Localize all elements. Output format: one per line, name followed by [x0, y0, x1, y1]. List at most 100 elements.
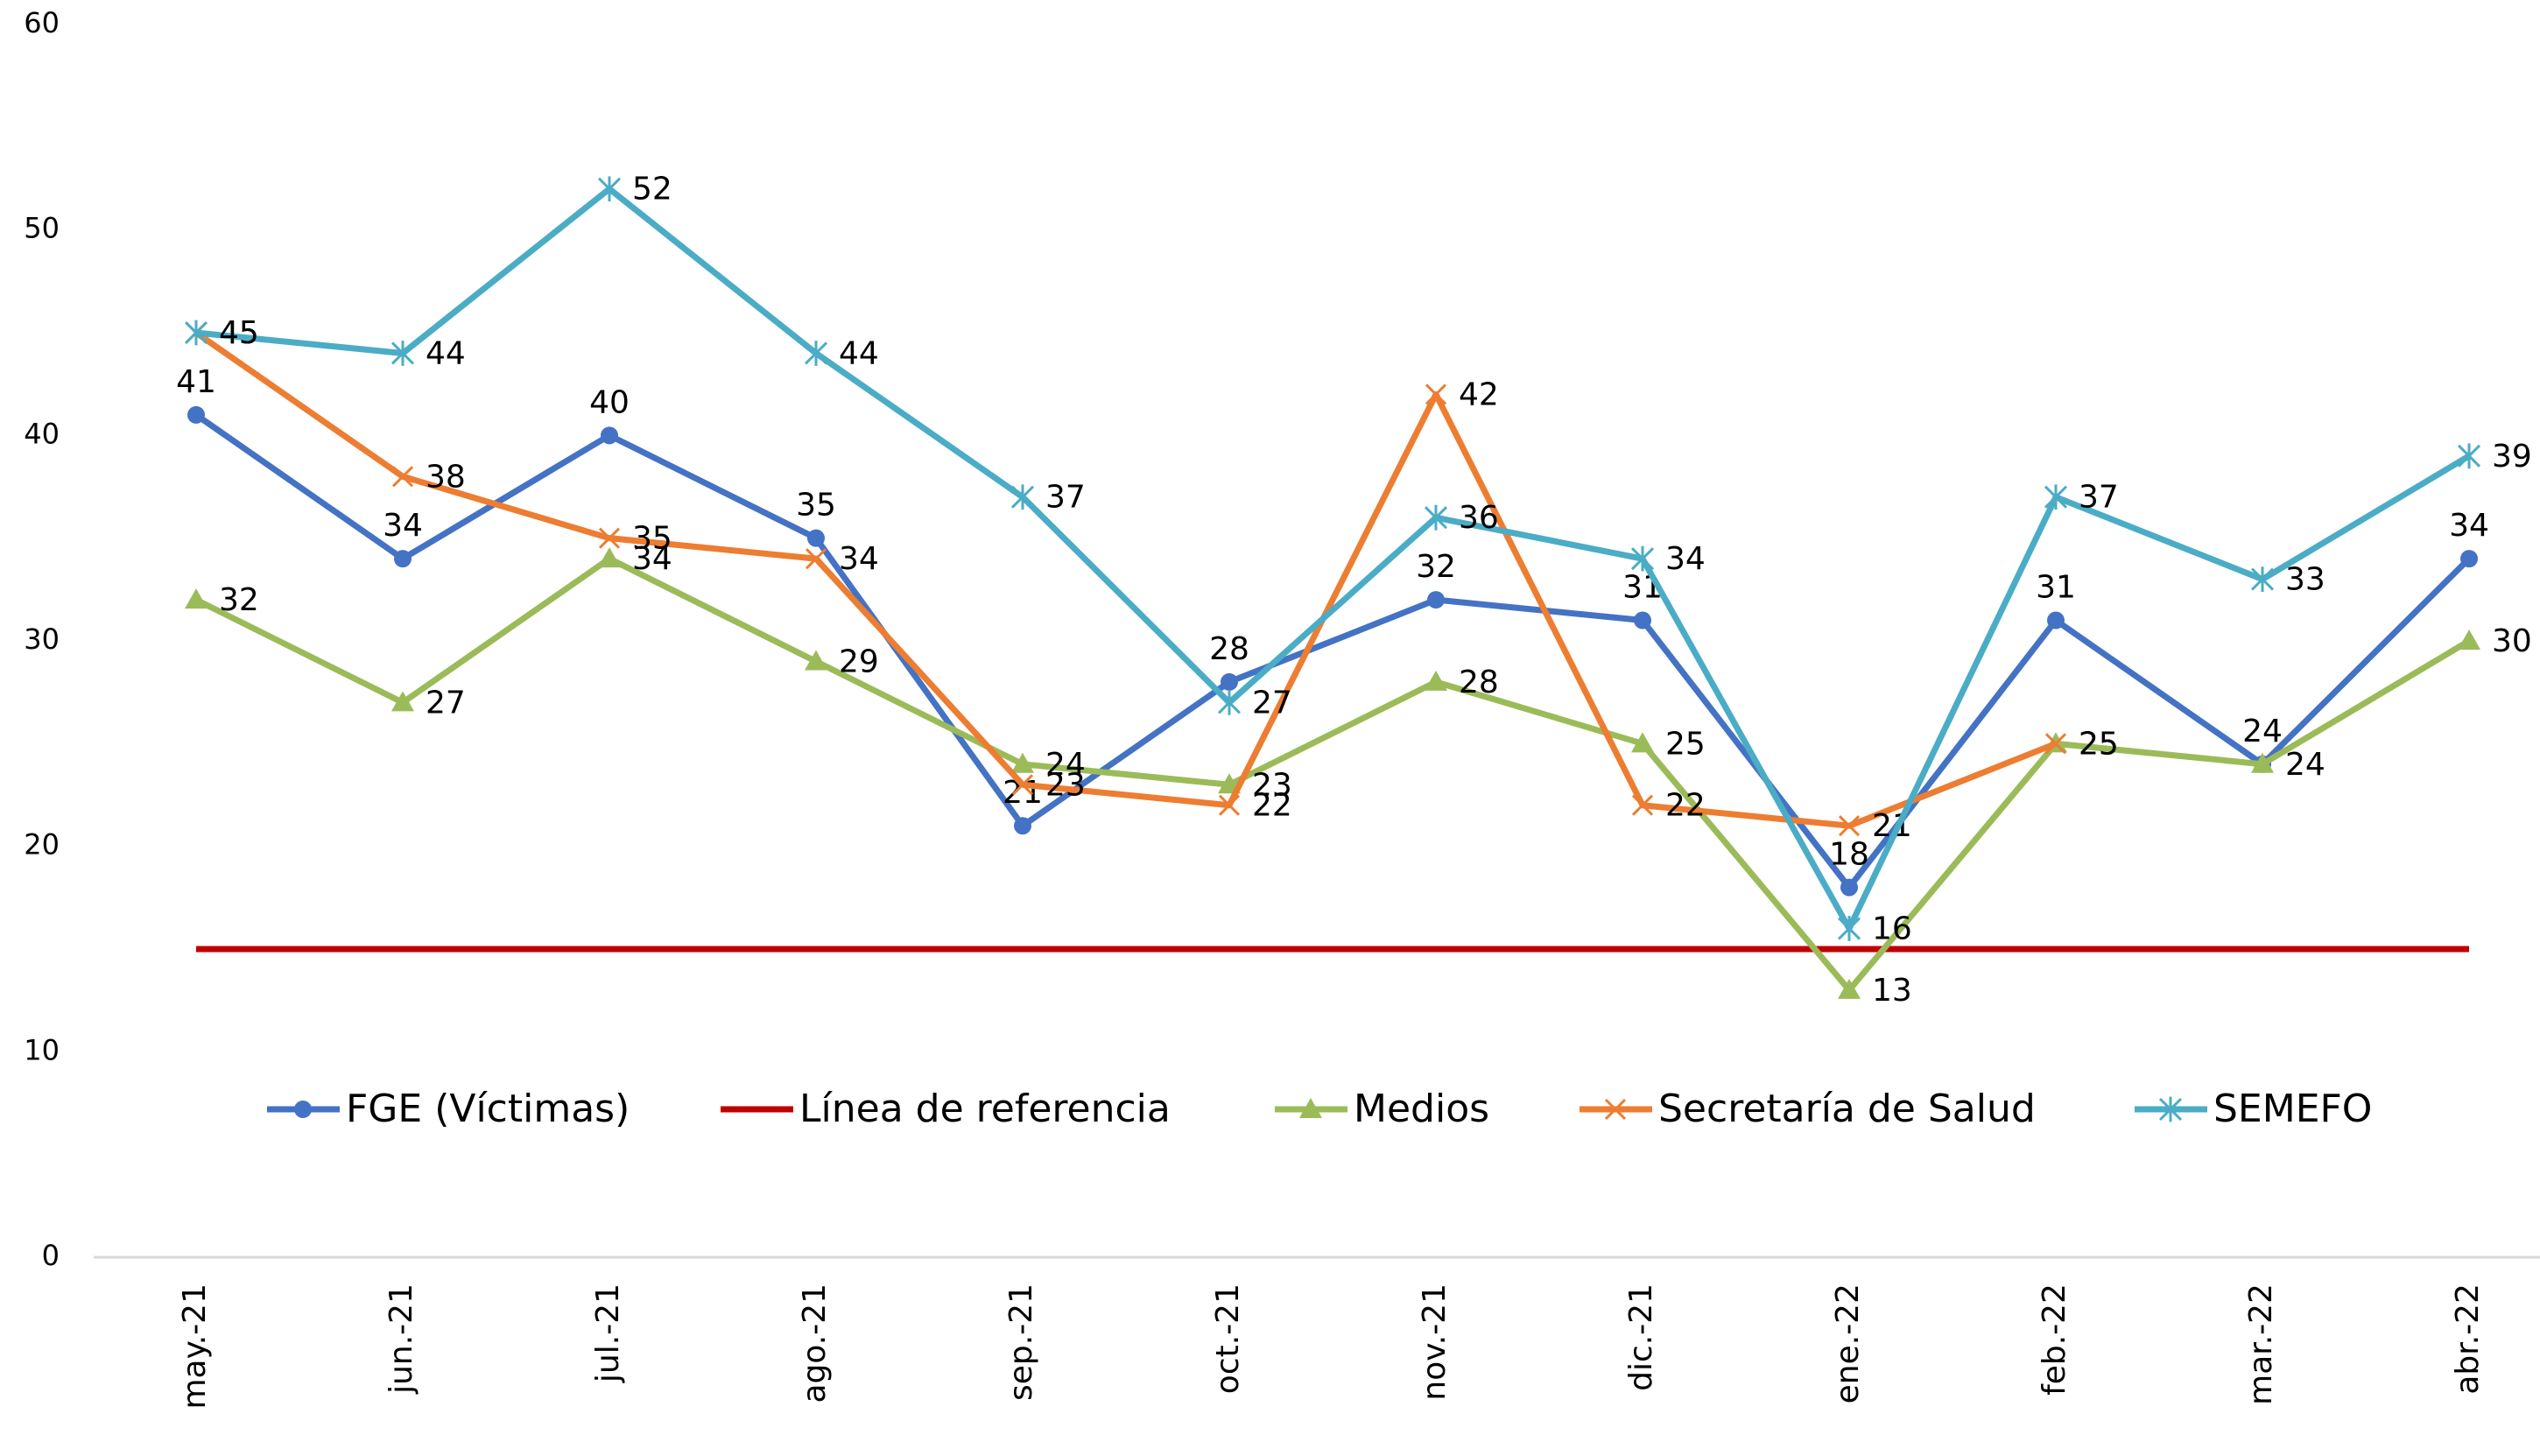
- data-label: 13: [1872, 973, 1912, 1009]
- data-label: 25: [1665, 726, 1706, 762]
- x-tick-label: nov.-21: [1417, 1284, 1453, 1401]
- data-label: 18: [1829, 837, 1869, 873]
- series-line: [194, 330, 2058, 829]
- marker: [1299, 1098, 1322, 1118]
- marker: [601, 426, 618, 445]
- marker: [394, 550, 412, 568]
- x-tick-label: feb.-22: [2037, 1284, 2072, 1396]
- x-tick-label: sep.-21: [1003, 1284, 1039, 1401]
- y-tick-label: 40: [24, 417, 60, 450]
- marker: [2158, 1096, 2183, 1122]
- marker: [1217, 690, 1242, 715]
- marker: [807, 529, 825, 547]
- data-label: 42: [1459, 376, 1499, 412]
- x-tick-label: abr.-22: [2450, 1284, 2486, 1395]
- marker: [391, 691, 414, 712]
- legend-item: Línea de referencia: [721, 1087, 1171, 1131]
- data-label: 25: [2079, 726, 2119, 762]
- legend-label: Medios: [1354, 1087, 1489, 1131]
- marker: [391, 466, 414, 488]
- y-tick-label: 60: [24, 6, 60, 39]
- data-label: 31: [2036, 570, 2076, 606]
- data-label: 34: [2449, 508, 2489, 544]
- marker: [1427, 591, 1445, 609]
- marker: [1218, 794, 1241, 816]
- data-label: 37: [1045, 480, 1086, 516]
- marker: [2251, 752, 2274, 773]
- data-label: 38: [426, 459, 466, 495]
- marker: [1424, 504, 1448, 531]
- marker: [1011, 774, 1034, 796]
- marker: [1634, 611, 1651, 630]
- data-label: 22: [1252, 788, 1292, 824]
- series-line: [194, 555, 2471, 994]
- marker: [1010, 484, 1035, 510]
- data-label: 23: [1252, 767, 1292, 803]
- marker: [1631, 732, 1654, 753]
- data-label: 28: [1459, 665, 1499, 700]
- x-tick-label: may.-21: [177, 1284, 213, 1410]
- y-tick-label: 10: [24, 1033, 60, 1066]
- marker: [598, 547, 621, 568]
- data-label: 27: [426, 685, 466, 721]
- legend-item: FGE (Víctimas): [267, 1087, 630, 1131]
- marker: [597, 176, 622, 202]
- data-label: 39: [2492, 439, 2532, 475]
- marker: [1221, 672, 1238, 691]
- data-label: 52: [632, 172, 672, 207]
- y-tick-label: 50: [24, 212, 60, 245]
- x-tick-label: oct.-21: [1210, 1284, 1246, 1394]
- y-tick-label: 20: [24, 828, 60, 862]
- data-label: 29: [839, 644, 879, 679]
- y-tick-label: 30: [24, 622, 60, 656]
- marker: [805, 650, 827, 671]
- data-label: 16: [1872, 911, 1912, 947]
- data-label: 30: [2492, 623, 2532, 659]
- marker: [2044, 484, 2068, 510]
- data-label: 36: [1459, 500, 1499, 536]
- legend-label: FGE (Víctimas): [346, 1087, 630, 1131]
- data-label: 24: [2285, 747, 2325, 783]
- marker: [1425, 383, 1447, 405]
- legend-item: Secretaría de Salud: [1580, 1087, 2036, 1131]
- marker: [1011, 752, 1034, 773]
- series-line: [194, 411, 2472, 891]
- marker: [184, 320, 208, 346]
- legend-item: Medios: [1275, 1087, 1489, 1131]
- data-label: 24: [2242, 714, 2283, 749]
- series-line: [195, 186, 2471, 932]
- data-label: 37: [2079, 480, 2119, 516]
- data-label: 24: [1045, 747, 1086, 783]
- x-tick-label: jul.-21: [590, 1284, 626, 1383]
- marker: [2458, 630, 2480, 650]
- x-tick-label: ene.-22: [1830, 1284, 1866, 1403]
- data-label: 35: [632, 521, 672, 557]
- data-label: 28: [1209, 631, 1249, 667]
- data-label: 22: [1665, 788, 1706, 824]
- marker: [1838, 978, 1861, 999]
- data-label: 35: [796, 488, 836, 524]
- marker: [187, 405, 205, 424]
- data-label: 32: [219, 582, 259, 618]
- marker: [1630, 545, 1655, 572]
- data-label: 45: [219, 315, 259, 351]
- marker: [1838, 815, 1861, 837]
- data-label: 23: [1045, 767, 1086, 803]
- marker: [2457, 443, 2481, 469]
- marker: [1840, 878, 1858, 897]
- marker: [1631, 794, 1654, 816]
- data-label: 32: [1416, 549, 1456, 585]
- data-label: 40: [589, 384, 630, 420]
- data-label: 33: [2285, 562, 2325, 598]
- data-label: 44: [839, 335, 879, 371]
- y-tick-label: 0: [42, 1239, 60, 1272]
- x-tick-label: dic.-21: [1623, 1284, 1659, 1391]
- marker: [2047, 611, 2065, 630]
- marker: [805, 548, 827, 570]
- data-label: 34: [383, 508, 423, 544]
- data-label: 25: [2079, 726, 2119, 762]
- marker: [390, 341, 415, 366]
- legend-label: SEMEFO: [2213, 1087, 2372, 1131]
- marker: [1425, 670, 1447, 691]
